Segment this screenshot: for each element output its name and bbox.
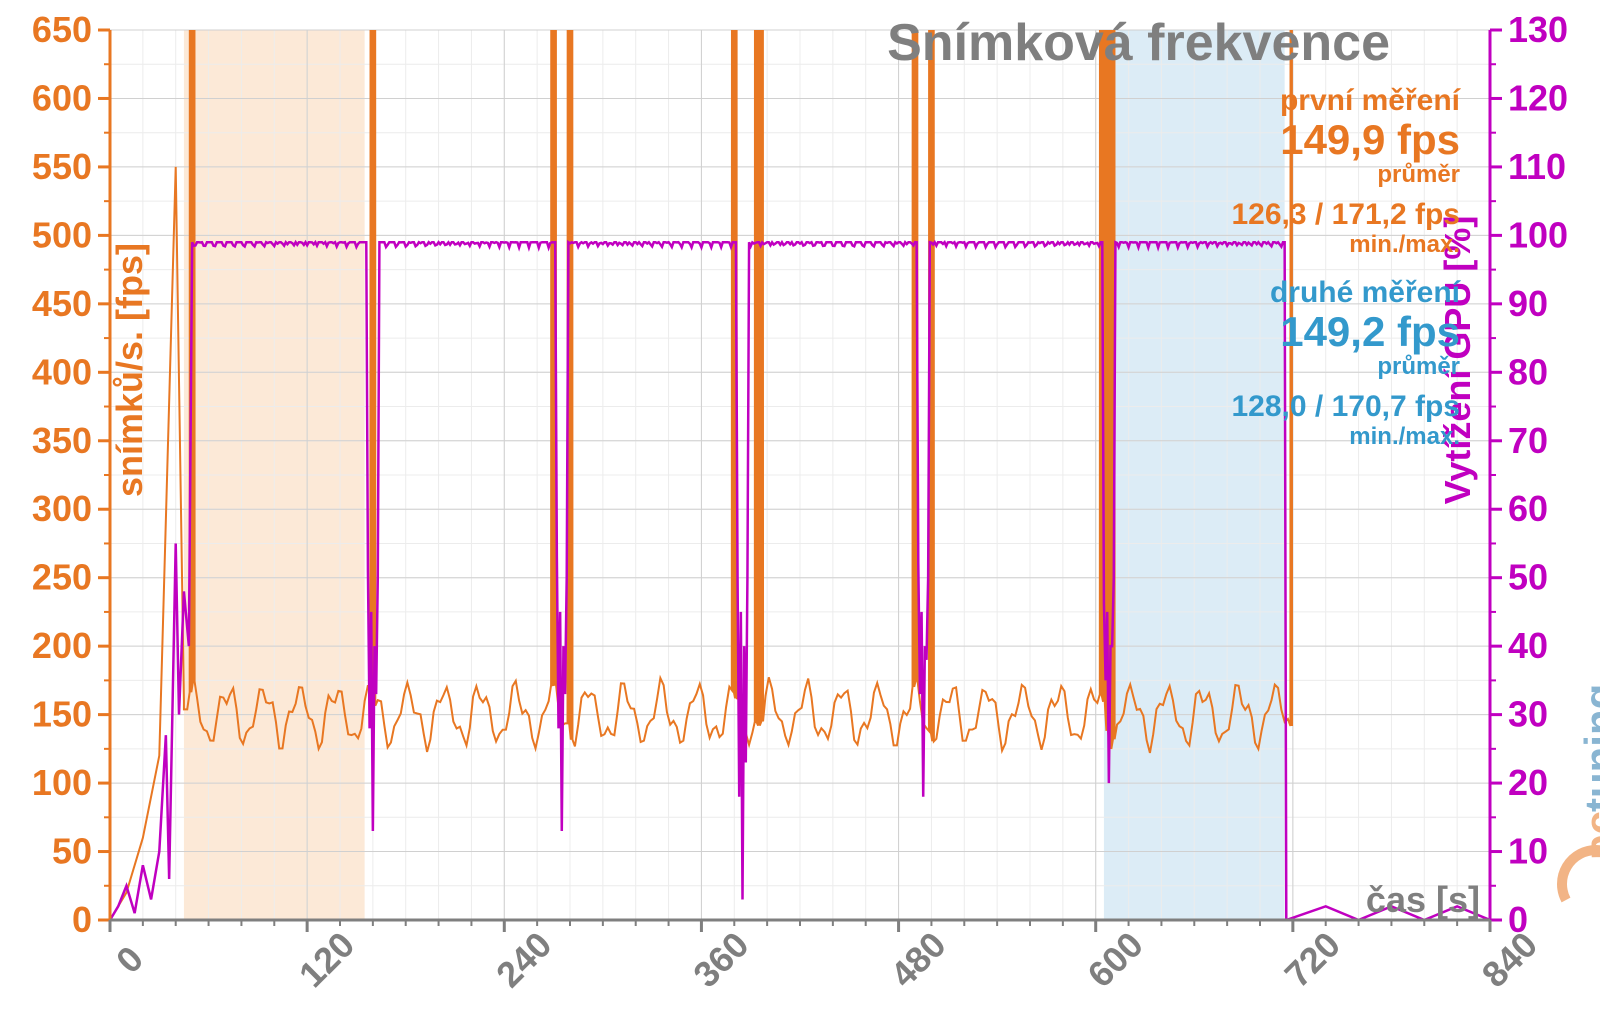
yright-tick: 100 [1508, 214, 1568, 255]
legend-minmax-0: 126,3 / 171,2 fps [1232, 198, 1461, 231]
yright-tick: 80 [1508, 351, 1548, 392]
yleft-tick: 500 [32, 214, 92, 255]
yright-tick: 50 [1508, 557, 1548, 598]
yleft-label: snímků/s. [fps] [109, 243, 150, 497]
yleft-tick: 350 [32, 420, 92, 461]
x-label: čas [s] [1366, 879, 1480, 920]
legend-value-0: 149,9 fps [1280, 116, 1460, 163]
legend-value-1: 149,2 fps [1280, 308, 1460, 355]
yright-tick: 40 [1508, 625, 1548, 666]
yleft-tick: 200 [32, 625, 92, 666]
legend-head-0: první měření [1280, 84, 1462, 117]
yleft-tick: 550 [32, 146, 92, 187]
yright-tick: 20 [1508, 762, 1548, 803]
yleft-tick: 400 [32, 351, 92, 392]
yright-tick: 90 [1508, 283, 1548, 324]
yleft-tick: 150 [32, 694, 92, 735]
yright-tick: 30 [1508, 694, 1548, 735]
legend-minmax-sub-1: min./max. [1349, 423, 1460, 450]
legend-minmax-sub-0: min./max. [1349, 231, 1460, 258]
yright-tick: 120 [1508, 77, 1568, 118]
legend-value-sub-1: průměr [1377, 353, 1460, 380]
yleft-tick: 50 [52, 831, 92, 872]
svg-text:pc: pc [1576, 811, 1600, 860]
yleft-tick: 100 [32, 762, 92, 803]
yright-tick: 110 [1508, 146, 1566, 187]
yleft-tick: 450 [32, 283, 92, 324]
chart-svg: 0501001502002503003504004505005506006500… [0, 0, 1600, 1009]
legend-minmax-1: 128,0 / 170,7 fps [1232, 390, 1461, 423]
legend-head-1: druhé měření [1270, 276, 1462, 309]
legend-value-sub-0: průměr [1377, 161, 1460, 188]
fps-chart: 0501001502002503003504004505005506006500… [0, 0, 1600, 1009]
yright-tick: 10 [1508, 831, 1548, 872]
svg-text:tuning: tuning [1576, 684, 1600, 812]
chart-title: Snímková frekvence [887, 14, 1390, 72]
yleft-tick: 600 [32, 77, 92, 118]
yleft-tick: 300 [32, 488, 92, 529]
yleft-tick: 0 [72, 899, 92, 940]
yright-tick: 130 [1508, 9, 1568, 50]
yright-tick: 70 [1508, 420, 1548, 461]
yright-tick: 60 [1508, 488, 1548, 529]
yleft-tick: 650 [32, 9, 92, 50]
yleft-tick: 250 [32, 557, 92, 598]
